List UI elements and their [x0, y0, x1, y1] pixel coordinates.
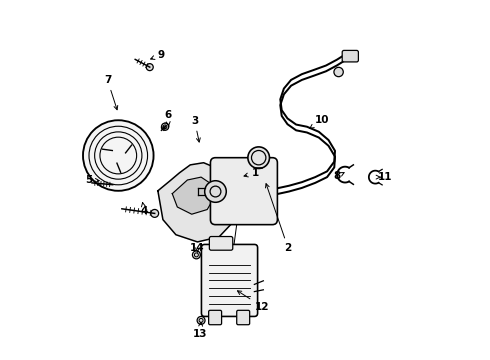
Circle shape — [197, 316, 205, 324]
Text: 3: 3 — [191, 116, 200, 142]
Text: 6: 6 — [164, 110, 171, 126]
Text: 14: 14 — [190, 243, 205, 253]
Text: 9: 9 — [150, 50, 165, 60]
FancyBboxPatch shape — [201, 244, 258, 316]
Text: 11: 11 — [378, 172, 392, 182]
FancyBboxPatch shape — [210, 158, 277, 225]
Circle shape — [193, 251, 200, 259]
Circle shape — [163, 123, 169, 129]
Text: 13: 13 — [193, 322, 207, 339]
Text: 7: 7 — [104, 75, 118, 110]
Text: 8: 8 — [333, 171, 344, 181]
Circle shape — [205, 181, 226, 202]
Text: 1: 1 — [244, 168, 259, 178]
Text: 2: 2 — [266, 184, 292, 253]
FancyBboxPatch shape — [237, 310, 250, 325]
Text: 12: 12 — [238, 291, 270, 312]
Circle shape — [217, 238, 224, 245]
Circle shape — [109, 181, 116, 188]
FancyBboxPatch shape — [342, 50, 358, 62]
Circle shape — [162, 123, 169, 130]
FancyBboxPatch shape — [209, 237, 233, 250]
Polygon shape — [158, 163, 235, 242]
Text: 4: 4 — [141, 202, 148, 216]
Circle shape — [151, 210, 159, 217]
Circle shape — [334, 67, 343, 77]
Polygon shape — [172, 177, 215, 214]
Circle shape — [248, 147, 270, 168]
Text: 5: 5 — [85, 175, 99, 185]
Circle shape — [83, 120, 153, 191]
Circle shape — [146, 64, 153, 71]
FancyBboxPatch shape — [209, 310, 221, 325]
Text: 10: 10 — [310, 114, 330, 129]
